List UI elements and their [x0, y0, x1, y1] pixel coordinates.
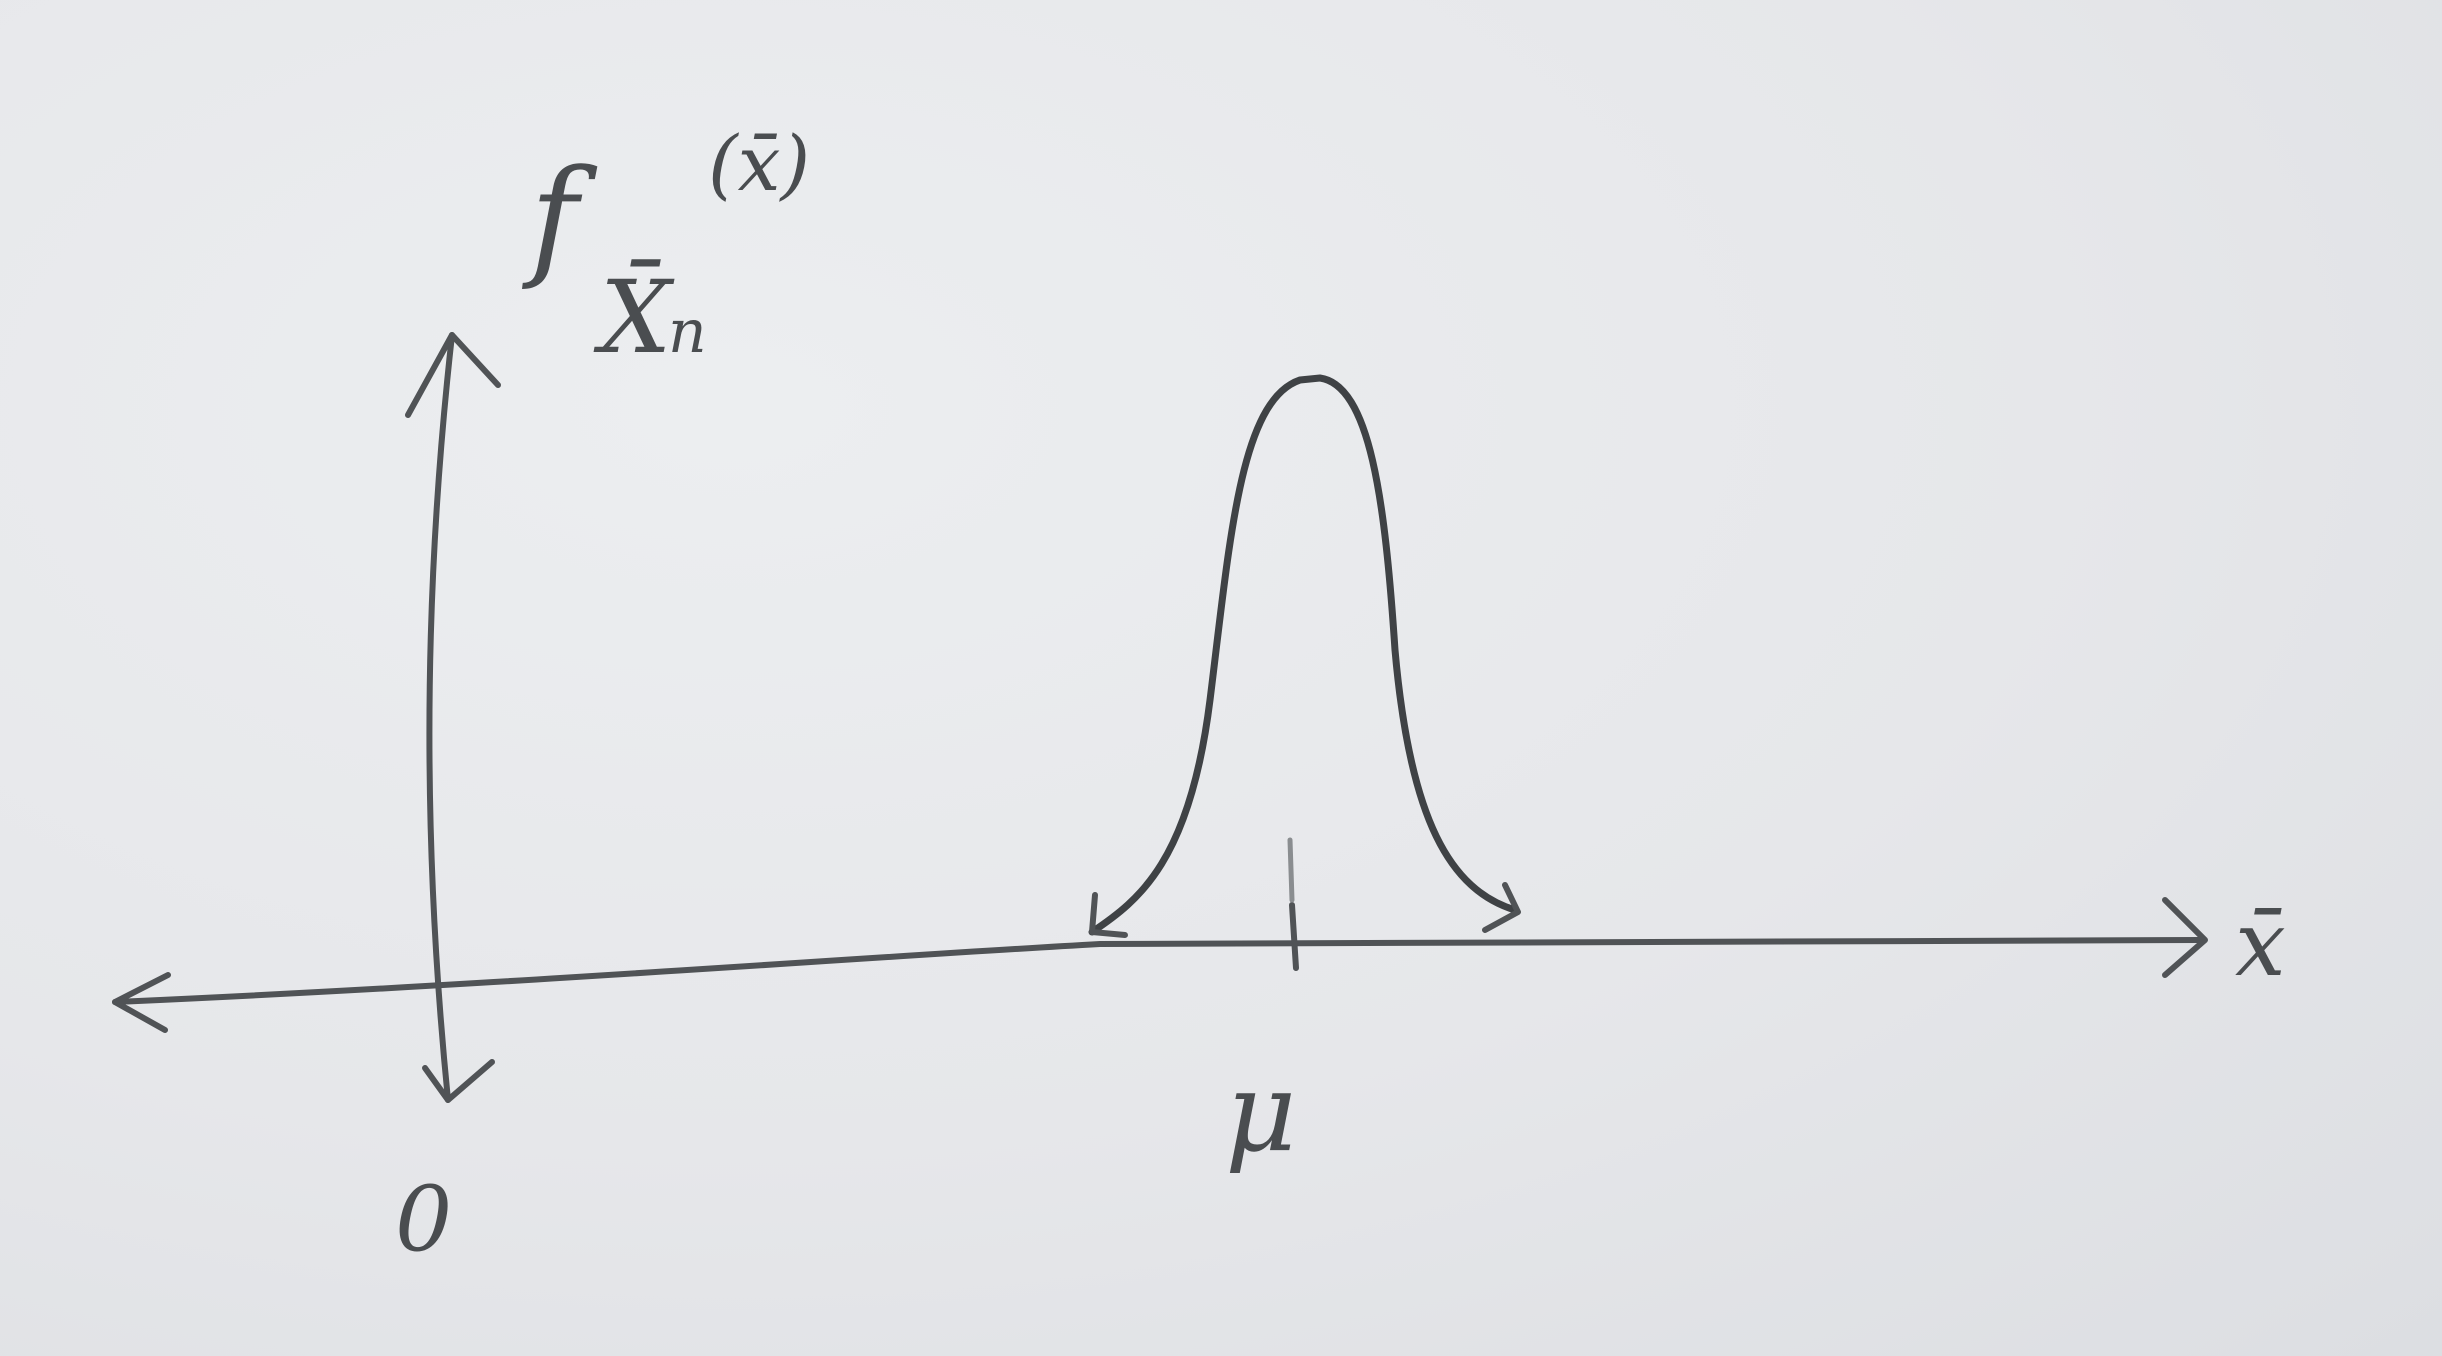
curve-left-arrowhead [1089, 892, 1128, 938]
y-label-sub-subscript: n [668, 297, 707, 367]
mean-label: μ [1225, 1048, 1297, 1176]
mean-tick [1289, 902, 1299, 971]
y-axis-bottom-arrowhead [422, 1059, 495, 1103]
y-axis [426, 332, 455, 1103]
x-axis-left-arrowhead [112, 972, 171, 1033]
curve-right-arrowhead [1482, 882, 1521, 933]
y-label-f: f [522, 141, 598, 293]
origin-label: 0 [395, 1167, 452, 1272]
x-axis [112, 937, 2203, 1005]
y-axis-top-arrowhead [405, 332, 501, 418]
y-label-subscript: X̄ [593, 259, 675, 376]
y-label-argument: (x̄) [708, 119, 810, 208]
mean-shading [1287, 837, 1295, 903]
x-axis-label: x̄ [2235, 892, 2286, 997]
density-curve [1088, 374, 1519, 936]
x-axis-right-arrowhead [2162, 897, 2208, 978]
